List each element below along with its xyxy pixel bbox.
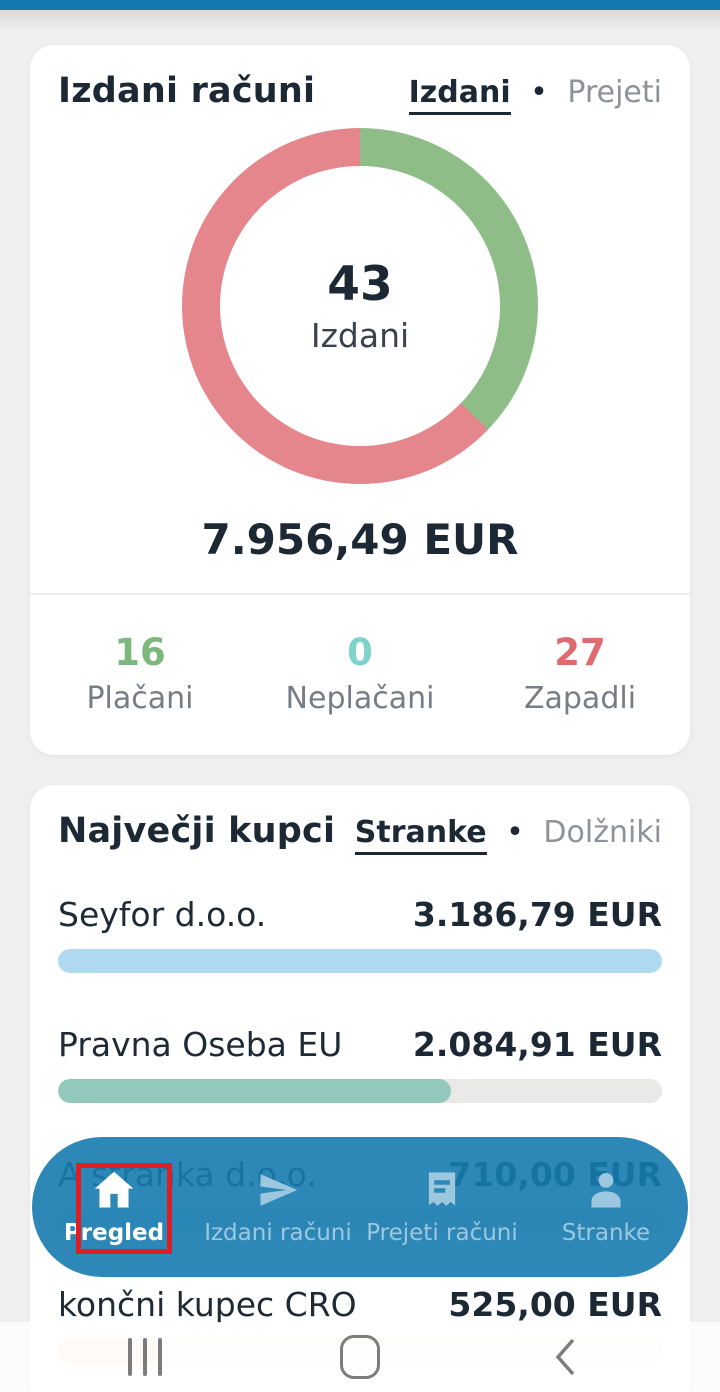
- stat-zapadli-label: Zapadli: [523, 681, 637, 716]
- donut-count: 43: [327, 257, 393, 312]
- customer-name: Pravna Oseba EU: [58, 1025, 343, 1064]
- donut-label: Izdani: [310, 316, 410, 355]
- toggle-option-izdani[interactable]: Izdani: [408, 75, 511, 115]
- status-bar-strip: [0, 0, 720, 10]
- customer-name: Seyfor d.o.o.: [58, 895, 267, 934]
- stat-neplacani-label: Neplačani: [285, 681, 435, 716]
- person-icon: [591, 1172, 621, 1207]
- customer-amount: 3.186,79 EUR: [412, 895, 662, 934]
- issued-invoices-header: Izdani računi Izdani • Prejeti: [30, 45, 690, 115]
- customer-progress-fill: [58, 949, 662, 973]
- receipt-icon: [428, 1172, 456, 1206]
- customer-list: Seyfor d.o.o. 3.186,79 EUR Pravna Oseba …: [30, 893, 690, 1363]
- nav-label: Izdani računi: [204, 1219, 352, 1246]
- customer-name: končni kupec CRO: [58, 1285, 357, 1324]
- customer-amount: 525,00 EUR: [448, 1285, 662, 1324]
- top-shadow: [0, 10, 720, 32]
- back-icon[interactable]: [552, 1336, 578, 1378]
- nav-item-stranke[interactable]: Stranke: [524, 1169, 688, 1246]
- toggle-option-stranke[interactable]: Stranke: [354, 815, 487, 855]
- customers-header: Največji kupci Stranke • Dolžniki: [30, 785, 690, 855]
- invoices-donut-chart: 43 Izdani: [182, 128, 538, 484]
- stat-zapadli-value: 27: [554, 631, 606, 674]
- donut-center-text: 43 Izdani: [182, 128, 538, 484]
- invoices-toggle: Izdani • Prejeti: [408, 75, 662, 115]
- issued-invoices-card: Izdani računi Izdani • Prejeti 43 Izdani…: [30, 45, 690, 755]
- send-icon: [260, 1173, 298, 1206]
- toggle-separator-dot: •: [530, 75, 548, 110]
- customer-progress-bar: [58, 1079, 662, 1103]
- nav-label: Stranke: [561, 1219, 651, 1246]
- customer-row[interactable]: Pravna Oseba EU 2.084,91 EUR: [58, 1023, 662, 1103]
- stat-placani: 16 Plačani: [30, 629, 250, 721]
- toggle-option-prejeti[interactable]: Prejeti: [567, 75, 662, 110]
- nav-item-prejeti-racuni[interactable]: Prejeti računi: [360, 1169, 524, 1246]
- customers-toggle: Stranke • Dolžniki: [354, 815, 662, 855]
- toggle-option-dolzniki[interactable]: Dolžniki: [543, 815, 662, 850]
- bottom-navigation-bar: Pregled Izdani računi Prejeti računi Str…: [32, 1137, 688, 1277]
- donut-hole: [220, 166, 500, 446]
- customer-amount: 2.084,91 EUR: [412, 1025, 662, 1064]
- total-amount: 7.956,49 EUR: [201, 515, 519, 564]
- recents-icon[interactable]: [128, 1338, 162, 1376]
- customer-progress-fill: [58, 1079, 451, 1103]
- divider-line: [30, 593, 690, 595]
- stat-neplacani: 0 Neplačani: [250, 629, 470, 721]
- stat-neplacani-value: 0: [347, 631, 373, 674]
- biggest-customers-card: Največji kupci Stranke • Dolžniki Seyfor…: [30, 785, 690, 1392]
- stat-zapadli: 27 Zapadli: [470, 629, 690, 721]
- customer-progress-bar: [58, 949, 662, 973]
- home-icon: [94, 1171, 134, 1207]
- card-title-issued-invoices: Izdani računi: [58, 71, 316, 111]
- invoice-stats-row: 16 Plačani 0 Neplačani 27 Zapadli: [30, 629, 690, 721]
- annotation-highlight-box: [76, 1163, 172, 1254]
- stat-placani-label: Plačani: [86, 681, 194, 716]
- card-title-customers: Največji kupci: [58, 811, 336, 851]
- nav-label: Prejeti računi: [366, 1219, 518, 1246]
- android-home-icon[interactable]: [340, 1335, 380, 1379]
- customer-row[interactable]: Seyfor d.o.o. 3.186,79 EUR: [58, 893, 662, 973]
- android-system-bar: [0, 1322, 720, 1392]
- stat-placani-value: 16: [114, 631, 166, 674]
- nav-item-izdani-racuni[interactable]: Izdani računi: [196, 1169, 360, 1246]
- toggle-separator-dot: •: [506, 815, 524, 850]
